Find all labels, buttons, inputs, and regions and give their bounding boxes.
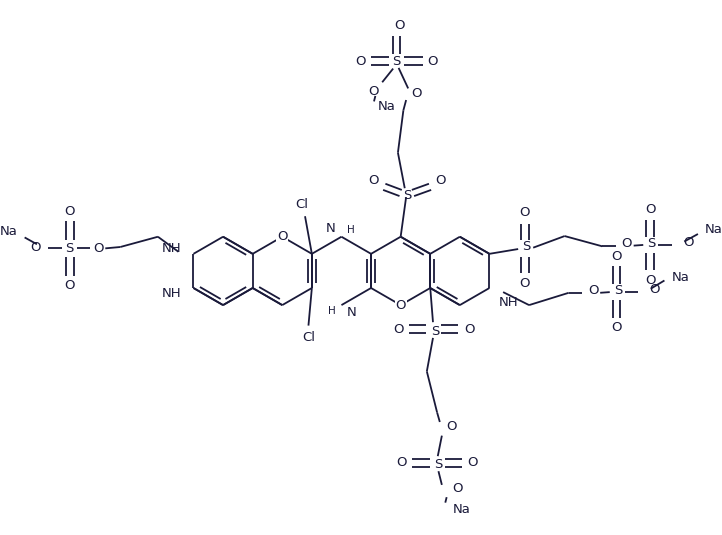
Text: O: O <box>452 483 463 495</box>
Text: O: O <box>435 174 445 187</box>
Text: O: O <box>612 321 622 334</box>
Text: O: O <box>411 87 422 101</box>
Text: O: O <box>355 55 365 67</box>
Text: S: S <box>431 325 439 338</box>
Text: NH: NH <box>162 287 182 300</box>
Text: O: O <box>93 242 104 255</box>
Text: S: S <box>434 458 443 471</box>
Text: Cl: Cl <box>302 331 315 343</box>
Text: O: O <box>612 250 622 263</box>
Text: O: O <box>446 419 457 433</box>
Text: Na: Na <box>671 271 689 284</box>
Text: Na: Na <box>705 224 722 236</box>
Text: Na: Na <box>453 503 471 516</box>
Text: S: S <box>404 188 412 202</box>
Text: Cl: Cl <box>295 198 308 211</box>
Text: O: O <box>395 19 405 32</box>
Text: S: S <box>522 241 531 254</box>
Text: O: O <box>649 283 660 296</box>
Text: O: O <box>277 230 287 243</box>
Text: H: H <box>347 225 355 235</box>
Text: O: O <box>520 278 530 291</box>
Text: O: O <box>588 284 599 296</box>
Text: O: O <box>683 236 693 249</box>
Text: H: H <box>329 307 336 317</box>
Text: O: O <box>645 274 656 287</box>
Text: O: O <box>622 237 632 250</box>
Text: O: O <box>30 241 41 254</box>
Text: O: O <box>368 174 378 187</box>
Text: S: S <box>614 284 622 297</box>
Text: O: O <box>396 299 406 311</box>
Text: O: O <box>467 456 478 470</box>
Text: O: O <box>464 323 474 335</box>
Text: Na: Na <box>0 225 18 239</box>
Text: NH: NH <box>162 242 181 255</box>
Text: N: N <box>326 223 336 235</box>
Text: O: O <box>64 279 75 292</box>
Text: S: S <box>647 237 656 250</box>
Text: N: N <box>347 307 357 319</box>
Text: Na: Na <box>378 100 395 113</box>
Text: O: O <box>520 207 530 219</box>
Text: O: O <box>645 203 656 216</box>
Text: O: O <box>396 456 406 470</box>
Text: NH: NH <box>499 296 518 309</box>
Text: S: S <box>392 55 401 67</box>
Text: O: O <box>369 85 379 98</box>
Text: O: O <box>393 323 404 335</box>
Text: O: O <box>427 55 438 67</box>
Text: S: S <box>66 242 74 255</box>
Text: O: O <box>64 205 75 218</box>
